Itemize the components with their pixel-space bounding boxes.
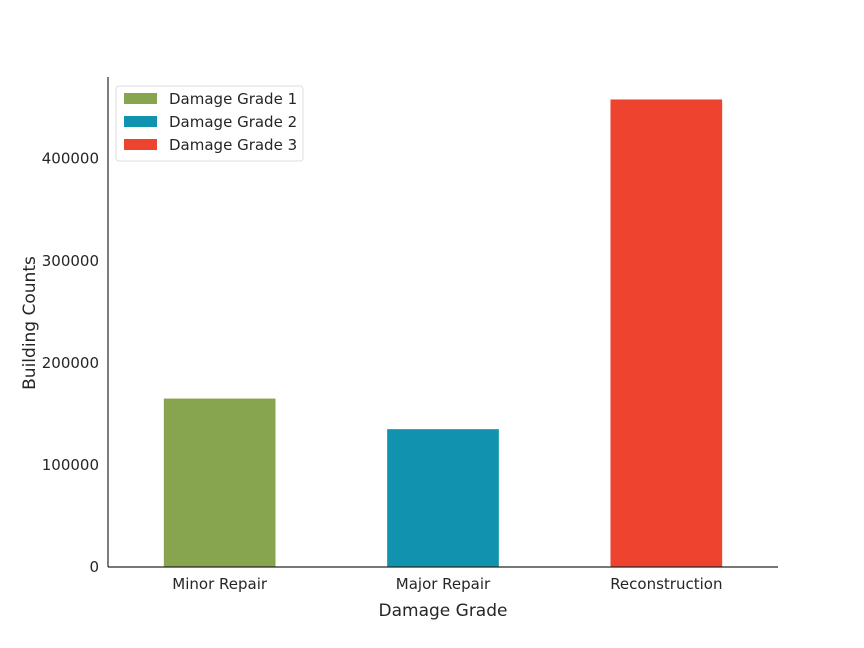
x-tick-labels: Minor Repair Major Repair Reconstruction <box>172 575 722 593</box>
bar-reconstruction <box>610 99 723 567</box>
legend-frame <box>115 85 304 162</box>
bars-group <box>163 99 723 567</box>
legend-label: Damage Grade 2 <box>169 113 297 131</box>
legend-swatch <box>124 93 157 104</box>
x-tick-label: Major Repair <box>396 575 491 593</box>
bar-major-repair <box>387 429 499 567</box>
y-tick-label: 0 <box>89 558 99 576</box>
bar-minor-repair <box>163 398 276 567</box>
y-tick-label: 400000 <box>42 150 99 168</box>
y-axis-label: Building Counts <box>20 256 40 390</box>
y-tick-labels: 0 100000 200000 300000 400000 <box>42 150 99 576</box>
x-tick-label: Reconstruction <box>610 575 722 593</box>
y-tick-label: 300000 <box>42 252 99 270</box>
legend: Damage Grade 1 Damage Grade 2 Damage Grade… <box>115 85 304 162</box>
legend-label: Damage Grade 1 <box>169 90 297 108</box>
x-tick-label: Minor Repair <box>172 575 268 593</box>
legend-label: Damage Grade 3 <box>169 136 297 154</box>
y-tick-label: 100000 <box>42 456 99 474</box>
x-axis-label: Damage Grade <box>379 601 508 621</box>
legend-swatch <box>124 139 157 150</box>
legend-swatch <box>124 116 157 127</box>
y-tick-label: 200000 <box>42 354 99 372</box>
